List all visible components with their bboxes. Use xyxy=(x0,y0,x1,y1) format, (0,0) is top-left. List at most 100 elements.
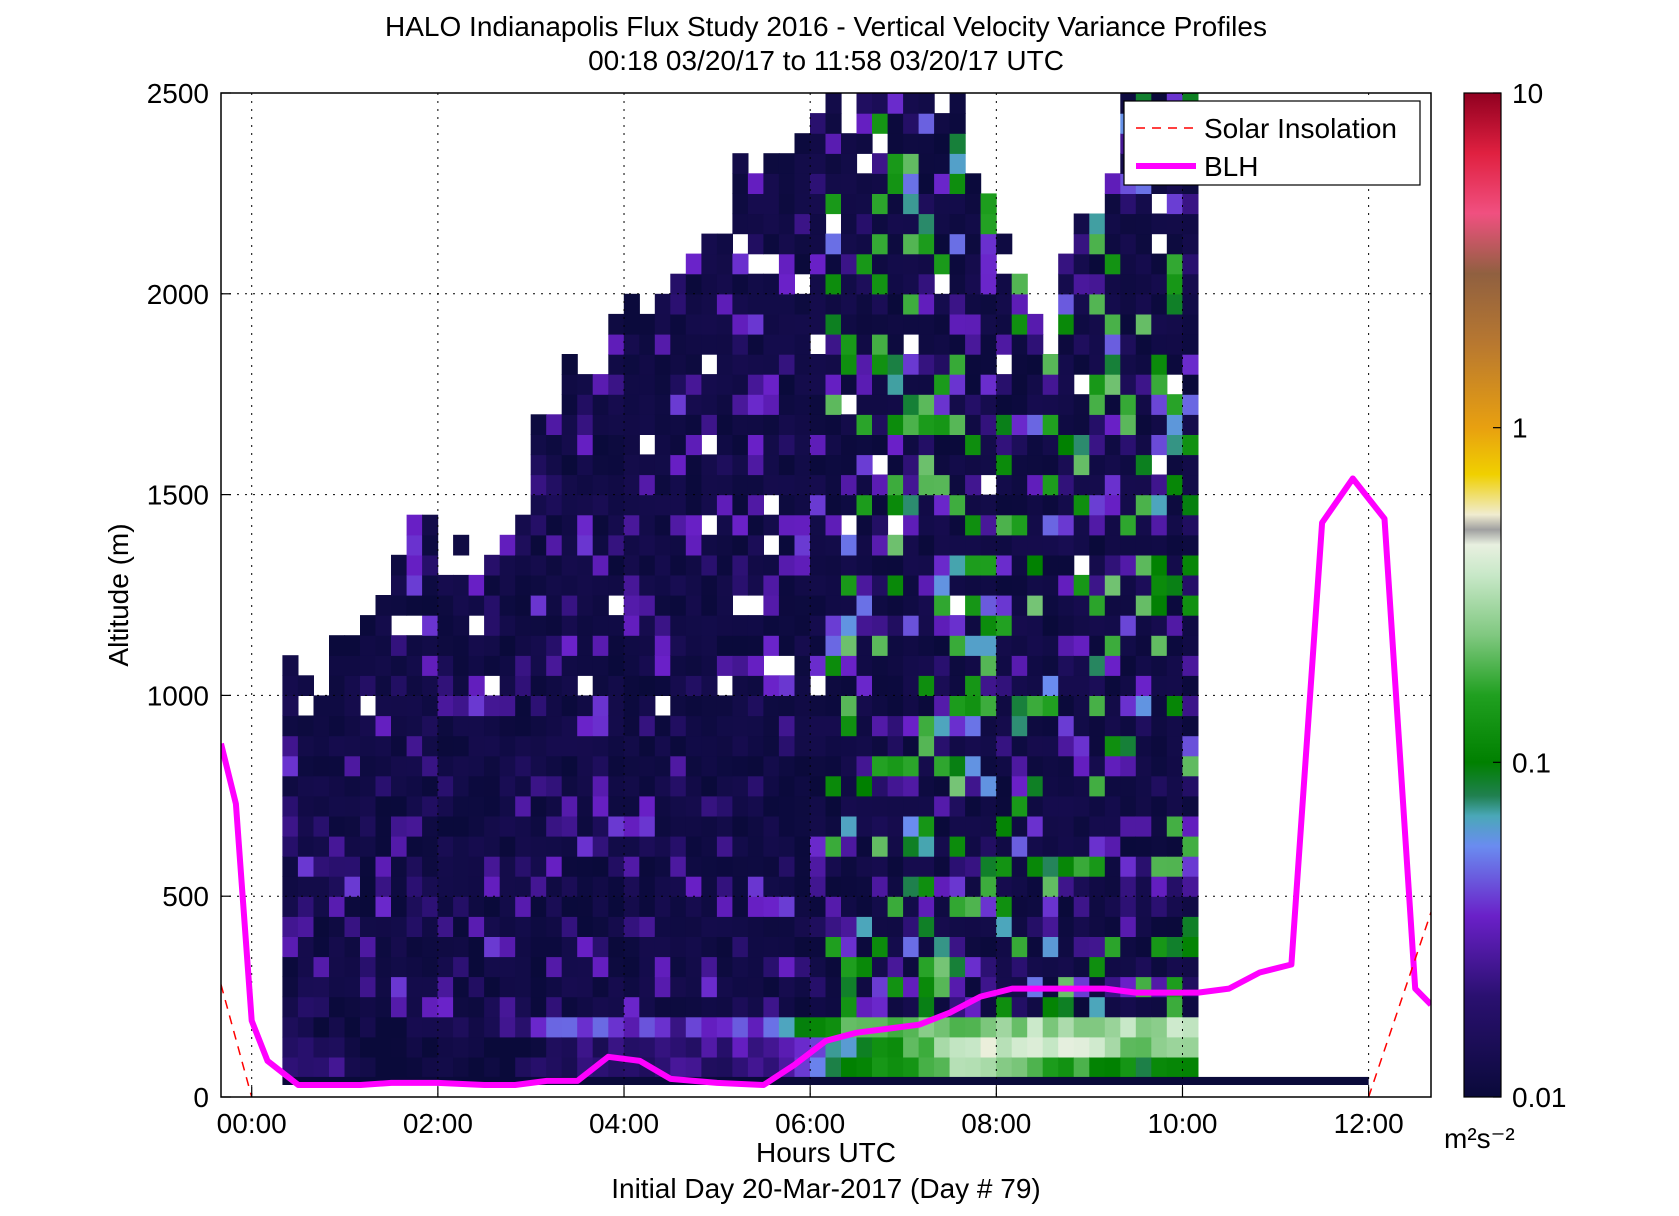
heatmap-cell xyxy=(422,695,439,717)
heatmap-cell xyxy=(716,233,733,255)
heatmap-cell xyxy=(996,675,1013,696)
heatmap-cell xyxy=(577,374,594,395)
heatmap-cell xyxy=(965,213,982,235)
heatmap-cell xyxy=(561,936,578,958)
heatmap-cell xyxy=(965,374,982,395)
heatmap-cell xyxy=(623,1016,640,1038)
heatmap-cell xyxy=(794,815,811,837)
heatmap-cell xyxy=(670,976,687,998)
heatmap-cell xyxy=(856,595,873,616)
heatmap-cell xyxy=(623,976,640,998)
heatmap-cell xyxy=(561,715,578,737)
heatmap-cell xyxy=(732,434,749,456)
heatmap-cell xyxy=(499,695,516,717)
heatmap-cell xyxy=(1073,836,1090,857)
heatmap-cell xyxy=(1104,856,1121,877)
heatmap-cell xyxy=(515,775,532,797)
heatmap-cell xyxy=(918,113,935,134)
heatmap-cell xyxy=(794,474,811,496)
heatmap-cell xyxy=(778,554,795,576)
heatmap-cell xyxy=(685,936,702,958)
heatmap-cell xyxy=(623,635,640,656)
heatmap-cell xyxy=(903,414,920,435)
heatmap-cell xyxy=(468,755,485,777)
heatmap-cell xyxy=(747,976,764,998)
heatmap-cell xyxy=(1073,534,1090,556)
heatmap-cell xyxy=(685,434,702,456)
heatmap-cell xyxy=(608,695,625,717)
heatmap-cell xyxy=(747,534,764,556)
heatmap-cell xyxy=(1058,715,1075,737)
heatmap-cell xyxy=(282,916,299,937)
heatmap-cell xyxy=(375,815,392,837)
heatmap-cell xyxy=(685,695,702,717)
heatmap-cell xyxy=(701,755,718,777)
heatmap-cell xyxy=(856,735,873,757)
heatmap-cell xyxy=(1104,354,1121,375)
heatmap-cell xyxy=(980,836,997,857)
heatmap-cell xyxy=(1120,434,1137,456)
heatmap-cell xyxy=(1120,775,1137,797)
heatmap-cell xyxy=(1120,313,1137,335)
heatmap-cell xyxy=(1027,474,1044,496)
heatmap-cell xyxy=(778,856,795,877)
heatmap-cell xyxy=(732,695,749,717)
heatmap-cell xyxy=(1058,1016,1075,1038)
heatmap-cell xyxy=(747,334,764,355)
heatmap-cell xyxy=(732,976,749,998)
heatmap-cell xyxy=(1058,354,1075,375)
heatmap-cell xyxy=(825,374,842,395)
heatmap-cell xyxy=(639,1016,656,1038)
heatmap-cell xyxy=(546,896,563,917)
heatmap-cell xyxy=(887,775,904,797)
heatmap-cell xyxy=(546,1036,563,1058)
heatmap-cell xyxy=(1120,273,1137,295)
heatmap-cell xyxy=(375,715,392,737)
heatmap-cell xyxy=(1073,956,1090,978)
heatmap-cell xyxy=(453,836,470,857)
heatmap-cell xyxy=(592,574,609,596)
heatmap-cell xyxy=(825,414,842,435)
heatmap-cell xyxy=(996,334,1013,355)
heatmap-cell xyxy=(592,414,609,435)
heatmap-cell xyxy=(1104,675,1121,696)
heatmap-cell xyxy=(1182,1016,1199,1038)
heatmap-cell xyxy=(577,595,594,616)
heatmap-cell xyxy=(406,574,423,596)
heatmap-cell xyxy=(592,996,609,1018)
heatmap-cell xyxy=(841,253,858,275)
heatmap-cell xyxy=(546,775,563,797)
heatmap-cell xyxy=(934,1056,951,1078)
heatmap-cell xyxy=(329,1016,346,1038)
heatmap-cell xyxy=(949,815,966,837)
heatmap-cell xyxy=(810,916,827,937)
heatmap-cell xyxy=(608,434,625,456)
heatmap-cell xyxy=(329,996,346,1018)
heatmap-cell xyxy=(996,474,1013,496)
heatmap-cell xyxy=(391,715,408,737)
heatmap-cell xyxy=(670,675,687,696)
heatmap-cell xyxy=(592,374,609,395)
heatmap-cell xyxy=(949,554,966,576)
heatmap-cell xyxy=(1182,1036,1199,1058)
heatmap-cell xyxy=(546,454,563,476)
heatmap-cell xyxy=(872,494,889,516)
heatmap-cell xyxy=(716,695,733,717)
heatmap-cell xyxy=(313,1036,330,1058)
heatmap-cell xyxy=(561,976,578,998)
heatmap-cell xyxy=(887,615,904,636)
heatmap-cell xyxy=(887,173,904,194)
heatmap-cell xyxy=(825,795,842,817)
heatmap-cell xyxy=(701,474,718,496)
heatmap-cell xyxy=(856,1036,873,1058)
heatmap-cell xyxy=(716,334,733,355)
heatmap-cell xyxy=(701,494,718,516)
heatmap-cell xyxy=(965,474,982,496)
heatmap-cell xyxy=(515,695,532,717)
heatmap-cell xyxy=(329,775,346,797)
heatmap-cell xyxy=(530,896,547,917)
heatmap-cell xyxy=(592,815,609,837)
heatmap-cell xyxy=(872,434,889,456)
heatmap-cell xyxy=(794,334,811,355)
heatmap-cell xyxy=(934,896,951,917)
